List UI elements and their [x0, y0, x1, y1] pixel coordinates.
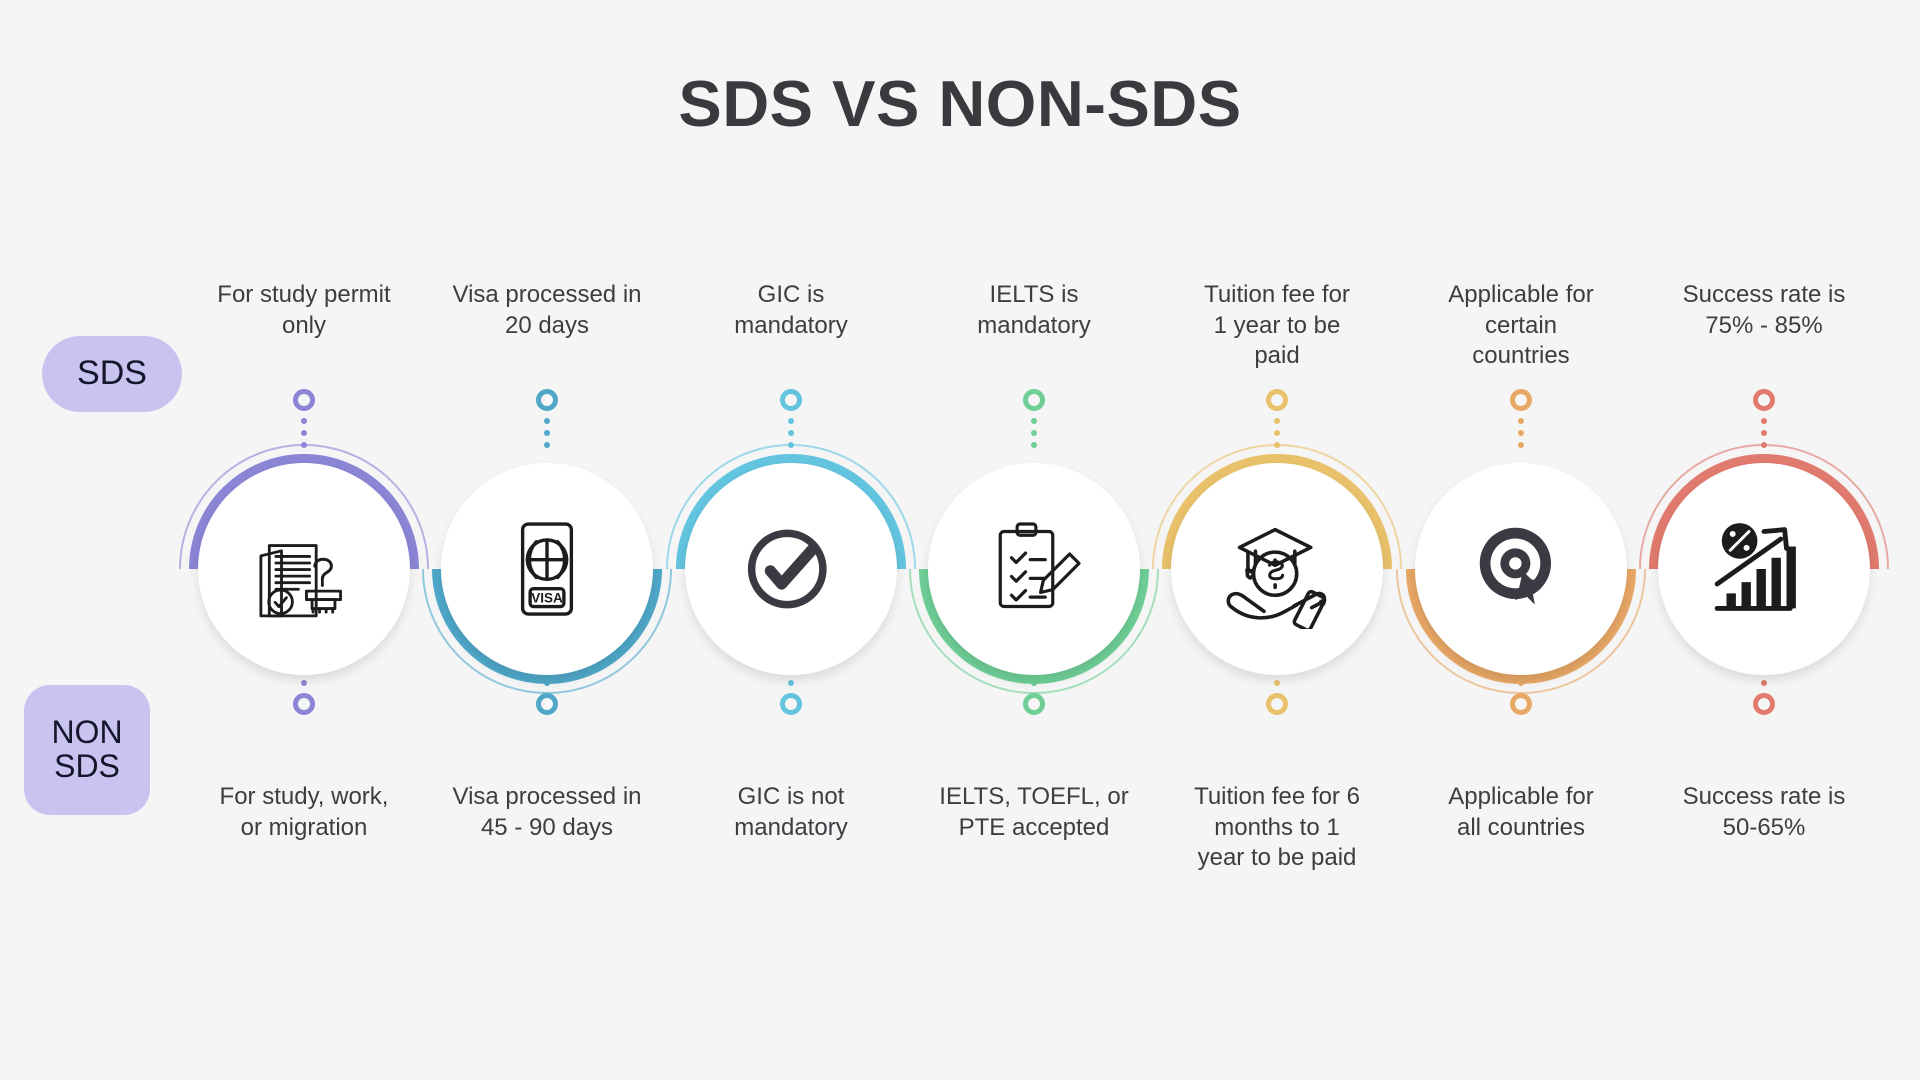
- svg-text:VISA: VISA: [531, 590, 563, 605]
